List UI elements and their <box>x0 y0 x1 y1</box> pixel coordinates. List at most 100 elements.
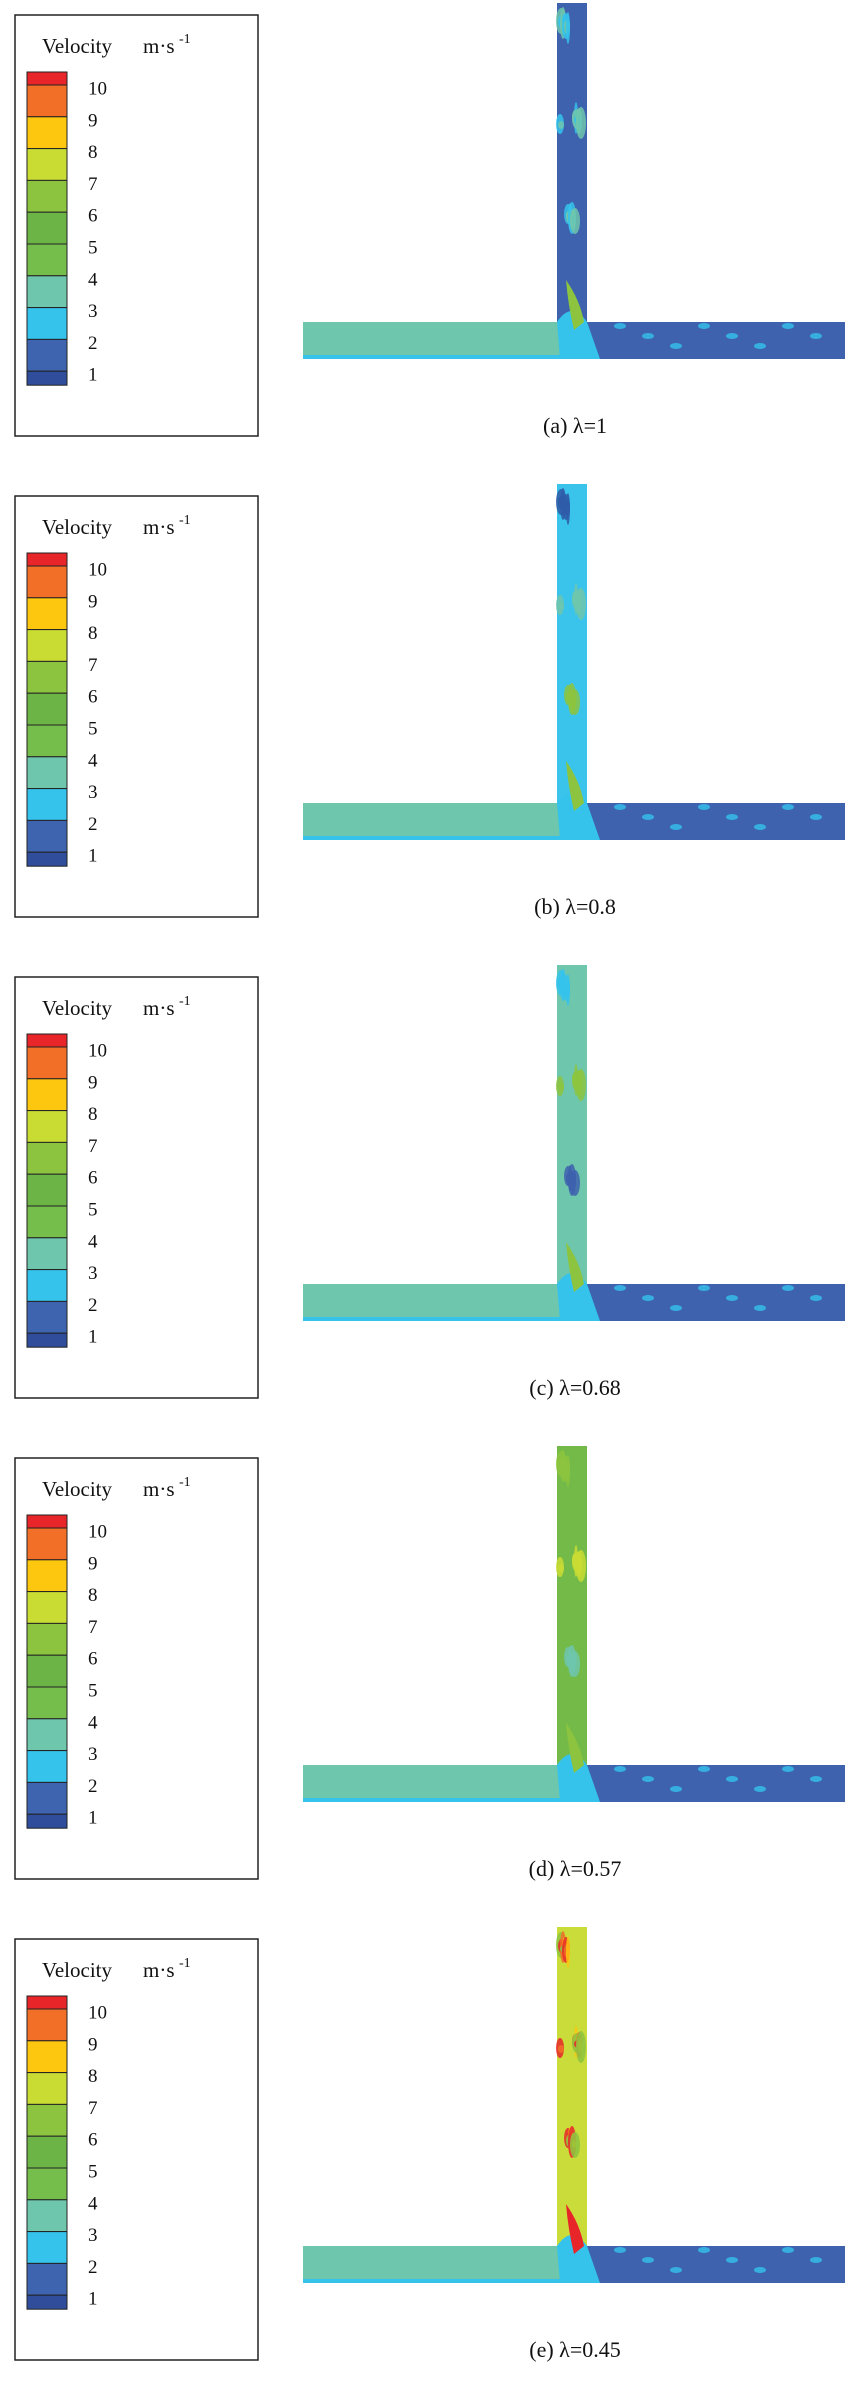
outlet-pipe <box>587 1284 845 1321</box>
legend-label: 2 <box>88 2257 98 2278</box>
legend-label: 10 <box>88 78 107 99</box>
outlet-spot <box>726 1776 738 1782</box>
legend-label: 8 <box>88 1104 98 1125</box>
outlet-spot <box>698 2247 710 2253</box>
outlet-spot <box>810 333 822 339</box>
outlet-spot <box>754 824 766 830</box>
outlet-spot <box>642 333 654 339</box>
legend-label: 4 <box>88 1712 98 1733</box>
inlet-wall <box>303 355 587 359</box>
flow-spot <box>558 602 564 610</box>
flow-spot <box>558 1083 564 1091</box>
legend-label: 4 <box>88 269 98 290</box>
legend-label: 6 <box>88 687 98 708</box>
outlet-spot <box>614 804 626 810</box>
colorbar-band <box>26 788 68 821</box>
outlet-spot <box>698 1766 710 1772</box>
flow-spot <box>576 1069 586 1101</box>
colorbar-band <box>26 660 68 694</box>
legend-label: 4 <box>88 1231 98 1252</box>
junction-core <box>566 280 584 330</box>
outlet-spot <box>782 323 794 329</box>
junction-core <box>566 2204 584 2254</box>
outlet-pipe <box>587 2246 845 2283</box>
junction-swirl <box>557 311 600 359</box>
legend-label: 8 <box>88 1585 98 1606</box>
outlet-spot <box>810 2257 822 2263</box>
colorbar-band <box>26 597 68 631</box>
colorbar-band <box>26 1173 68 1207</box>
outlet-spot <box>754 343 766 349</box>
flow-spot <box>570 1170 580 1196</box>
flow-spot <box>570 1651 580 1677</box>
flow-spot <box>576 2031 586 2063</box>
inlet-pipe <box>303 1284 587 1321</box>
outlet-spot <box>782 1285 794 1291</box>
legend-unit-exponent: -1 <box>179 1956 191 1971</box>
inlet-pipe <box>303 803 587 840</box>
outlet-spot <box>754 2267 766 2273</box>
legend-label: 10 <box>88 1521 107 1542</box>
legend-label: 1 <box>88 1327 98 1348</box>
legend-unit: m·s <box>143 1958 175 1982</box>
colorbar-band <box>26 1205 68 1239</box>
flow-spot <box>576 1550 586 1582</box>
inlet-wall <box>303 1317 587 1321</box>
outlet-spot <box>614 1766 626 1772</box>
outlet-spot <box>782 2247 794 2253</box>
legend-unit: m·s <box>143 996 175 1020</box>
legend-label: 8 <box>88 623 98 644</box>
legend-label: 1 <box>88 365 98 386</box>
flow-spot <box>566 974 570 1006</box>
junction-swirl <box>557 792 600 840</box>
outlet-spot <box>698 804 710 810</box>
junction-swirl <box>557 1754 600 1802</box>
outlet-spot <box>614 323 626 329</box>
colorbar-band <box>26 1046 68 1080</box>
junction-core <box>566 761 584 811</box>
colorbar-band <box>26 1591 68 1624</box>
outlet-spot <box>754 1305 766 1311</box>
legend-label: 1 <box>88 1808 98 1829</box>
colorbar-band <box>26 148 68 181</box>
colorbar-band <box>26 2262 68 2296</box>
panel: Velocity m·s -1 10 9 8 7 6 5 4 3 2 1 (c) λ=0.68 <box>14 965 845 1400</box>
legend-label: 7 <box>88 174 98 195</box>
colorbar-cap <box>26 71 68 86</box>
colorbar-band <box>26 629 68 662</box>
colorbar-band <box>26 211 68 245</box>
colorbar-band <box>26 1141 68 1175</box>
outlet-spot <box>642 1295 654 1301</box>
junction-swirl <box>557 2235 600 2283</box>
inlet-wall <box>303 2279 587 2283</box>
legend-label: 9 <box>88 2034 98 2055</box>
outlet-spot <box>698 1285 710 1291</box>
flow-spot <box>576 107 586 139</box>
colorbar-band <box>26 1718 68 1752</box>
colorbar-band <box>26 1622 68 1656</box>
colorbar-band <box>26 1559 68 1593</box>
outlet-spot <box>670 1786 682 1792</box>
colorbar-band <box>26 1078 68 1112</box>
caption: (a) λ=1 <box>543 413 607 438</box>
colorbar-band <box>26 116 68 150</box>
legend-unit-exponent: -1 <box>179 32 191 47</box>
legend-title: Velocity <box>42 1958 112 1982</box>
outlet-spot <box>726 814 738 820</box>
colorbar-band <box>26 1686 68 1720</box>
colorbar-cap <box>26 552 68 567</box>
panel: Velocity m·s -1 10 9 8 7 6 5 4 3 2 1 (a) λ=1 <box>14 3 845 438</box>
junction-core <box>566 1242 584 1292</box>
legend-label: 9 <box>88 1553 98 1574</box>
colorbar-band <box>26 1300 68 1334</box>
flow-spot <box>558 2045 564 2053</box>
colorbar-band <box>26 1781 68 1815</box>
colorbar-band <box>26 1527 68 1561</box>
outlet-spot <box>754 1786 766 1792</box>
outlet-spot <box>670 343 682 349</box>
colorbar-cap <box>26 1033 68 1048</box>
legend-label: 7 <box>88 1136 98 1157</box>
outlet-spot <box>642 2257 654 2263</box>
colorbar-band <box>26 2072 68 2105</box>
